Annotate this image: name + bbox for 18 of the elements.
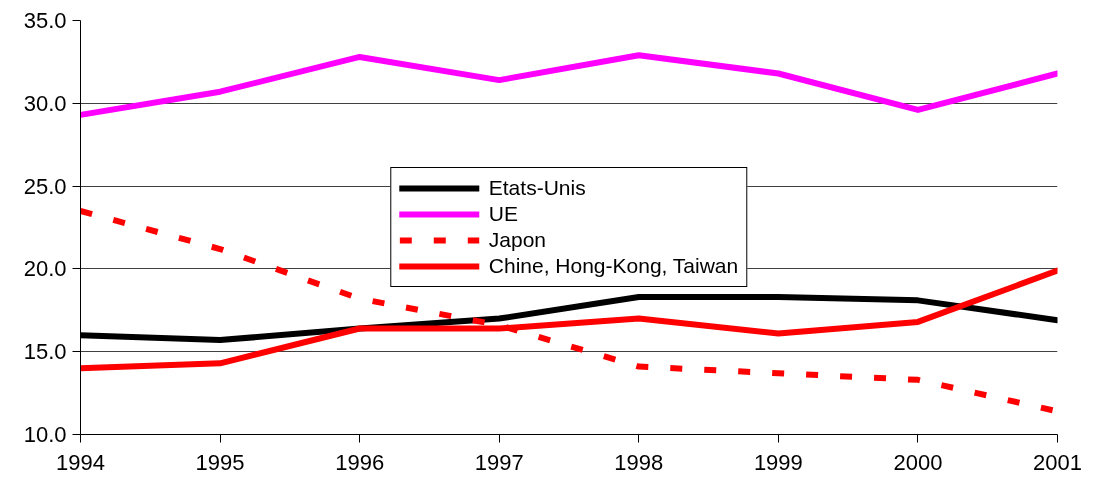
x-tick-label: 1999 [753, 449, 803, 475]
y-tick-label: 35.0 [23, 8, 67, 33]
legend-label: Chine, Hong-Kong, Taiwan [488, 254, 739, 278]
x-tick-label: 1997 [474, 449, 524, 475]
x-tick-label: 1994 [56, 449, 105, 475]
x-tick-label: 1998 [614, 449, 664, 475]
x-tick-label: 1996 [335, 449, 385, 475]
legend-label: Japon [488, 228, 546, 252]
x-tick-label: 2000 [893, 449, 943, 475]
legend-label: UE [488, 202, 518, 226]
y-tick-label: 20.0 [23, 256, 67, 282]
y-tick-label: 15.0 [23, 339, 67, 365]
x-tick-label: 2001 [1033, 449, 1082, 475]
y-tick-label: 10.0 [23, 422, 67, 447]
x-tick-label: 1995 [195, 449, 245, 475]
y-tick-label: 25.0 [23, 173, 67, 199]
y-tick-label: 30.0 [23, 90, 67, 116]
legend-label: Etats-Unis [488, 176, 586, 200]
